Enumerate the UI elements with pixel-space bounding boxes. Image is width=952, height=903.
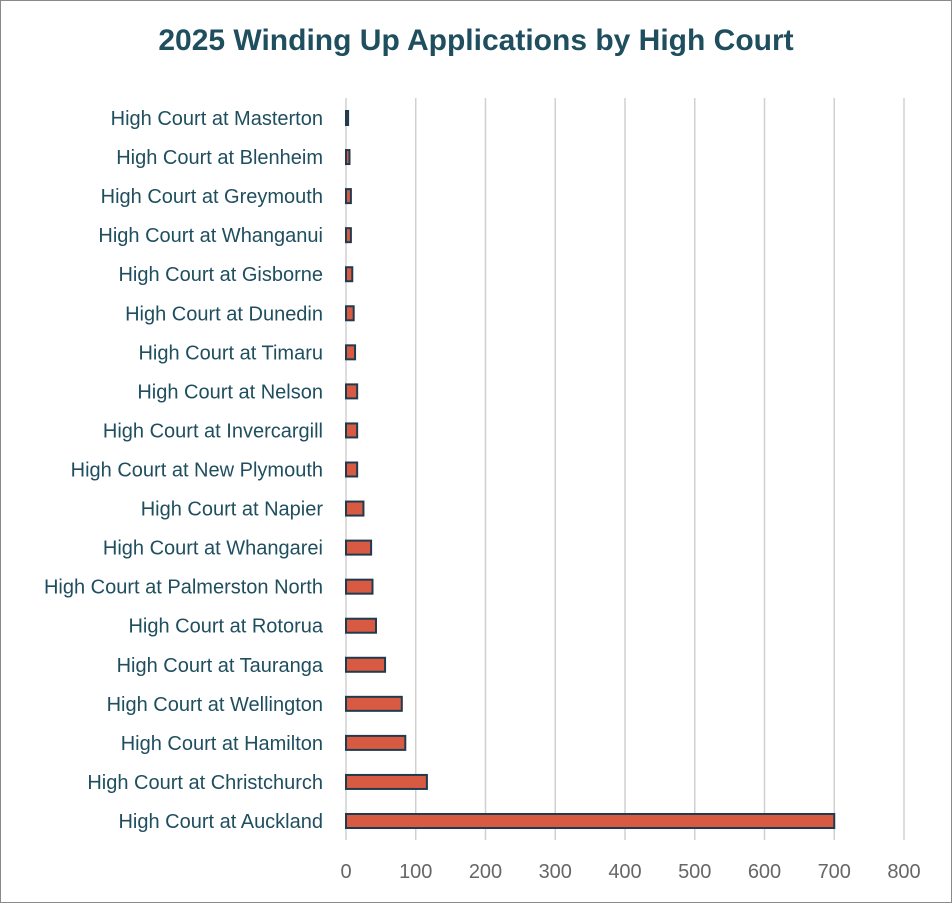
bar — [345, 813, 836, 829]
bar — [345, 656, 387, 673]
bars — [345, 110, 836, 829]
category-label: High Court at Wellington — [107, 694, 323, 716]
category-label: High Court at Greymouth — [101, 186, 323, 208]
bar — [345, 149, 351, 166]
bar — [345, 578, 374, 595]
category-label: High Court at Auckland — [118, 811, 323, 833]
x-axis-tick-labels: 0 100 200 300 400 500 600 700 800 — [340, 861, 920, 883]
x-tick-label: 600 — [748, 861, 781, 883]
category-label: High Court at Rotorua — [128, 616, 323, 638]
category-labels: High Court at Masterton High Court at Ble… — [44, 108, 324, 833]
bar — [345, 500, 365, 517]
x-tick-label: 100 — [399, 861, 432, 883]
bar — [345, 461, 359, 478]
category-label: High Court at Timaru — [138, 342, 323, 364]
x-tick-label: 800 — [887, 861, 920, 883]
bar — [345, 188, 352, 205]
category-label: High Court at Whangarei — [103, 538, 323, 560]
x-tick-label: 0 — [340, 861, 351, 883]
bar — [345, 266, 354, 283]
category-label: High Court at Palmerston North — [44, 577, 323, 599]
bar — [345, 383, 359, 400]
bar — [345, 539, 373, 556]
bar — [345, 422, 359, 439]
bar — [345, 695, 403, 712]
x-tick-label: 700 — [818, 861, 851, 883]
bar — [345, 110, 350, 126]
bar — [345, 734, 407, 751]
category-label: High Court at Dunedin — [125, 303, 323, 325]
category-label: High Court at New Plymouth — [71, 460, 323, 482]
category-label: High Court at Masterton — [111, 108, 323, 130]
category-label: High Court at Invercargill — [103, 420, 323, 442]
x-tick-label: 300 — [539, 861, 572, 883]
category-label: High Court at Napier — [141, 499, 324, 521]
chart-title: 2025 Winding Up Applications by High Cou… — [158, 24, 794, 57]
x-tick-label: 200 — [469, 861, 502, 883]
category-label: High Court at Blenheim — [116, 147, 323, 169]
bar — [345, 227, 352, 244]
category-label: High Court at Whanganui — [98, 225, 323, 247]
category-label: High Court at Nelson — [137, 381, 323, 403]
gridlines — [345, 98, 905, 840]
category-label: High Court at Hamilton — [121, 733, 323, 755]
bar — [345, 305, 355, 322]
category-label: High Court at Tauranga — [117, 655, 324, 677]
category-label: High Court at Christchurch — [87, 772, 323, 794]
x-tick-label: 500 — [678, 861, 711, 883]
bar — [345, 344, 357, 361]
bar — [345, 617, 377, 634]
x-tick-label: 400 — [608, 861, 641, 883]
category-label: High Court at Gisborne — [118, 264, 323, 286]
bar — [345, 773, 428, 790]
